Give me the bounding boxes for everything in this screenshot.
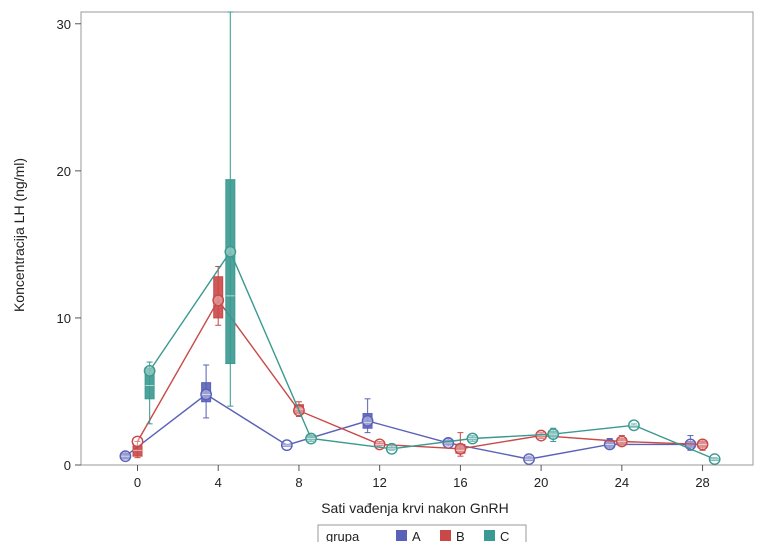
legend-swatch xyxy=(396,530,407,541)
x-tick-label: 4 xyxy=(215,475,222,490)
mean-marker xyxy=(454,442,467,455)
mean-marker xyxy=(131,435,144,448)
mean-marker xyxy=(385,442,398,455)
mean-marker xyxy=(523,453,535,466)
boxplot xyxy=(442,437,455,449)
x-axis-label: Sati vađenja krvi nakon GnRH xyxy=(321,500,509,516)
mean-marker xyxy=(696,438,709,451)
mean-marker xyxy=(305,432,317,445)
legend-entry: B xyxy=(456,529,465,542)
boxplot xyxy=(547,427,560,442)
plot-area-frame xyxy=(80,11,754,466)
boxplot xyxy=(280,439,293,452)
y-tick-label: 10 xyxy=(57,311,71,326)
legend-frame xyxy=(317,524,527,542)
boxplot xyxy=(523,453,535,466)
mean-marker xyxy=(547,428,560,441)
boxplot xyxy=(466,432,479,445)
boxplot xyxy=(615,435,628,448)
series-b xyxy=(131,265,709,459)
mean-marker xyxy=(628,419,640,432)
box xyxy=(144,367,155,400)
x-tick-label: 8 xyxy=(295,475,302,490)
boxplot xyxy=(212,265,225,326)
x-tick-label: 0 xyxy=(134,475,141,490)
boxplot xyxy=(385,442,398,455)
boxplot xyxy=(224,11,237,407)
legend-swatch xyxy=(440,530,451,541)
boxplot xyxy=(200,364,213,419)
x-tick-label: 20 xyxy=(534,475,548,490)
boxplot xyxy=(454,432,467,457)
boxplot xyxy=(143,361,156,425)
mean-marker xyxy=(615,435,628,448)
boxplot xyxy=(131,435,144,459)
mean-marker xyxy=(361,414,374,427)
x-axis: 0 4 8 12 16 20 24 28 xyxy=(134,465,710,490)
plot-frame xyxy=(80,11,754,466)
boxplot xyxy=(696,438,709,451)
legend-title: grupa xyxy=(326,529,360,542)
series-layer xyxy=(119,11,721,466)
mean-marker xyxy=(603,438,616,451)
legend-entry: A xyxy=(412,529,421,542)
y-tick-label: 30 xyxy=(57,17,71,32)
mean-marker xyxy=(200,388,213,401)
y-tick-label: 0 xyxy=(64,458,71,473)
boxplot xyxy=(119,450,132,463)
boxplot xyxy=(361,398,374,434)
x-tick-label: 16 xyxy=(453,475,467,490)
boxplot xyxy=(305,432,317,445)
legend-swatch xyxy=(484,530,495,541)
mean-marker xyxy=(224,245,237,258)
box xyxy=(225,179,236,365)
box xyxy=(132,445,143,457)
series-line xyxy=(149,250,715,460)
mean-marker xyxy=(442,437,455,449)
y-axis-label: Koncentracija LH (ng/ml) xyxy=(11,158,27,312)
legend: grupa A B C xyxy=(317,524,527,542)
mean-marker xyxy=(280,439,293,452)
series-c xyxy=(143,11,721,466)
mean-marker xyxy=(119,450,132,463)
boxplot xyxy=(603,438,616,451)
legend-entry: C xyxy=(500,529,509,542)
x-tick-label: 24 xyxy=(615,475,629,490)
mean-marker xyxy=(708,453,721,466)
mean-marker xyxy=(466,432,479,445)
boxplot xyxy=(628,419,640,432)
mean-marker xyxy=(212,294,225,307)
series-line xyxy=(124,393,691,460)
y-tick-label: 20 xyxy=(57,164,71,179)
mean-marker xyxy=(143,364,156,377)
x-tick-label: 28 xyxy=(695,475,709,490)
boxplot xyxy=(708,453,721,466)
x-tick-label: 12 xyxy=(372,475,386,490)
y-axis: 0 10 20 30 xyxy=(57,17,81,473)
